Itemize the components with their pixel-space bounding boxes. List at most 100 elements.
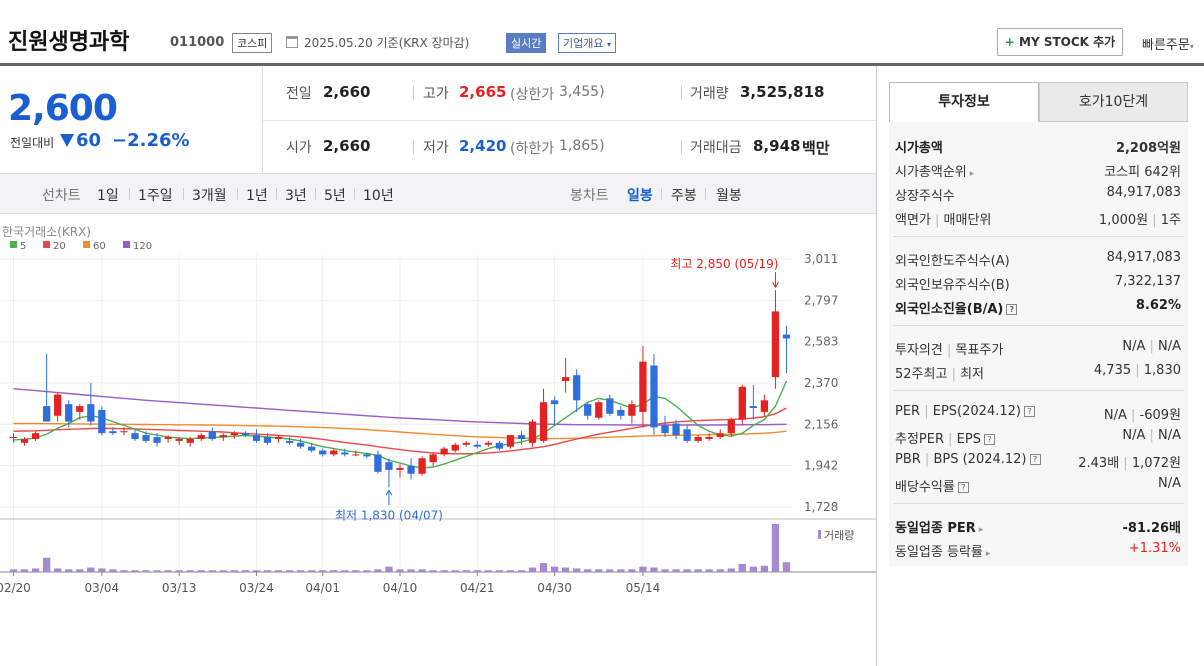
industry-per-label[interactable]: 동일업종 PER ▸ <box>895 517 983 536</box>
listed-shares-label: 상장주식수 <box>895 189 955 204</box>
candle-body <box>285 440 294 443</box>
52w-label: 52주최고 | 최저 <box>895 363 984 382</box>
line-chart-label: 선차트 <box>42 188 81 204</box>
volume-bar <box>429 570 437 572</box>
divider: | <box>1131 363 1144 378</box>
period-1w[interactable]: 1주일 <box>138 188 173 204</box>
candle-body <box>672 423 680 436</box>
divider <box>893 503 1184 504</box>
add-mystock-button[interactable]: + MY STOCK 추가 <box>997 28 1123 56</box>
y-tick-label: 1,728 <box>804 500 838 514</box>
period-weekly[interactable]: 주봉 <box>671 188 697 204</box>
change-percent: −2.26% <box>112 130 190 151</box>
plus-icon: + <box>1004 35 1015 49</box>
volume-bar <box>407 569 415 572</box>
period-3y[interactable]: 3년 <box>285 188 307 204</box>
volume-bar <box>705 569 713 572</box>
dividend-value: N/A <box>1158 476 1181 491</box>
foreign-limit-value: 84,917,083 <box>1106 250 1181 265</box>
candle-body <box>164 437 172 439</box>
par-value-label: 액면가 | 매매단위 <box>895 209 991 228</box>
candle-body <box>241 433 250 436</box>
divider: | <box>942 343 956 358</box>
period-1d[interactable]: 1일 <box>97 188 119 204</box>
market-cap-rank-text: 시가총액순위 <box>895 165 967 180</box>
high-arrow-head <box>772 281 779 289</box>
quick-order-button[interactable]: 빠른주문▾ <box>1142 34 1194 53</box>
market-cap-label: 시가총액 <box>895 141 943 156</box>
help-icon[interactable]: ? <box>1006 304 1018 315</box>
candle-body <box>749 406 757 409</box>
low-value: 2,420 <box>459 137 507 155</box>
volume-bar <box>506 570 515 572</box>
ma120-line <box>13 388 787 426</box>
dividend-label: 배당수익률? <box>895 476 969 495</box>
foreign-ratio-value: 8.62% <box>1135 298 1181 313</box>
period-monthly[interactable]: 월봉 <box>716 188 742 204</box>
volume-bar <box>109 569 117 572</box>
volume-bar <box>98 568 106 572</box>
candle-body <box>418 458 426 474</box>
foreign-holdings-value: 7,322,137 <box>1114 274 1181 289</box>
period-daily[interactable]: 일봉 <box>627 188 653 204</box>
help-icon[interactable]: ? <box>1023 406 1035 417</box>
volume-bar <box>495 570 504 572</box>
lower-limit-value: 1,865) <box>559 138 605 154</box>
volume-bar <box>208 570 216 572</box>
candle-body <box>109 431 117 434</box>
volume-bar <box>760 565 769 572</box>
candle-body <box>473 444 481 447</box>
legend-swatch <box>10 241 17 248</box>
volume-bar <box>153 570 161 572</box>
volume-bar <box>263 570 272 572</box>
candle-body <box>517 435 526 439</box>
volume-bar <box>175 570 183 572</box>
candle-body <box>43 406 51 422</box>
volume-bar <box>451 570 459 572</box>
candle-body <box>120 431 128 433</box>
volume-bar <box>782 562 791 572</box>
volume-label: 거래량 <box>824 529 854 542</box>
period-3m[interactable]: 3개월 <box>192 188 227 204</box>
candlestick-chart[interactable]: 한국거래소(KRX) 5 20 60 120 3,011 2,797 2,583 2,370 2,… <box>0 214 876 600</box>
help-icon[interactable]: ? <box>983 434 995 445</box>
candle-chart-label: 봉차트 <box>570 188 609 204</box>
divider <box>276 188 277 200</box>
candle-body <box>550 400 559 405</box>
legend-swatch <box>123 241 130 248</box>
divider <box>705 188 706 200</box>
industry-change-label[interactable]: 동일업종 등락률 ▸ <box>895 541 990 560</box>
tab-investment-info[interactable]: 투자정보 <box>889 82 1039 122</box>
candle-body <box>561 377 570 381</box>
est-per-amount: N/A <box>1122 428 1146 443</box>
x-tick-label: 04/30 <box>537 581 572 595</box>
corp-info-dropdown[interactable]: 기업개요 ▾ <box>558 33 616 53</box>
market-cap-rank-label[interactable]: 시가총액순위 ▸ <box>895 161 974 180</box>
candle-body <box>727 419 735 434</box>
help-icon[interactable]: ? <box>957 482 969 493</box>
volume-bar <box>76 569 84 572</box>
price-summary <box>0 66 876 174</box>
period-1y[interactable]: 1년 <box>246 188 268 204</box>
candle-body <box>363 454 371 457</box>
candle-body <box>374 454 382 472</box>
ma60-line <box>13 422 787 440</box>
period-5y[interactable]: 5년 <box>324 188 346 204</box>
volume-bar <box>352 570 360 572</box>
foreign-holdings-label: 외국인보유주식수(B) <box>895 278 1010 293</box>
eps-text: EPS(2024.12) <box>932 404 1021 419</box>
tab-orderbook[interactable]: 호가10단계 <box>1039 82 1188 122</box>
open-label: 시가 <box>286 140 312 156</box>
investment-panel <box>876 66 1204 666</box>
volume-bar <box>473 570 481 572</box>
divider: | <box>944 432 957 447</box>
low-arrow-head <box>385 489 393 496</box>
candle-body <box>705 437 713 439</box>
realtime-button[interactable]: 실시간 <box>506 33 547 53</box>
legend-label: 60 <box>93 241 106 252</box>
divider: | <box>930 213 944 228</box>
candle-body <box>219 435 227 438</box>
prev-close-value: 2,660 <box>323 83 371 101</box>
period-10y[interactable]: 10년 <box>363 188 394 204</box>
help-icon[interactable]: ? <box>1029 454 1041 465</box>
